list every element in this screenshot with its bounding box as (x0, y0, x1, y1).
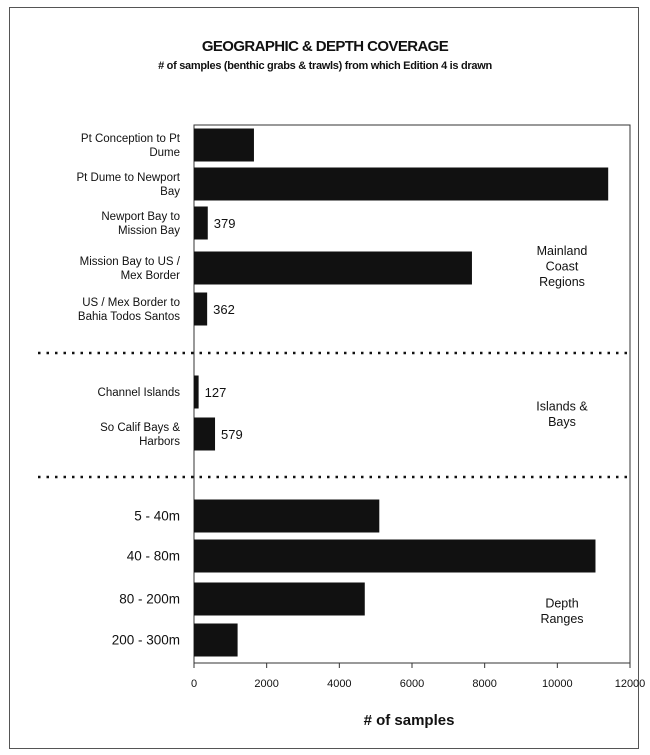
bar (194, 623, 238, 657)
category-label: Newport Bay to Mission Bay (101, 211, 180, 237)
category-label: US / Mex Border to Bahia Todos Santos (78, 297, 180, 323)
group-label: Mainland Coast Regions (537, 244, 588, 289)
chart-frame (9, 7, 639, 749)
category-label: So Calif Bays & Harbors (100, 422, 180, 448)
bar (194, 292, 208, 326)
data-label: 127 (205, 385, 227, 400)
chart-title: GEOGRAPHIC & DEPTH COVERAGE (201, 38, 449, 55)
bar (194, 251, 472, 285)
plot-area (193, 124, 631, 664)
group-label: Depth Ranges (540, 597, 583, 627)
bar (194, 206, 208, 240)
bar (194, 128, 254, 162)
group-label: Islands & Bays (536, 400, 588, 430)
x-tick-label: 6000 (400, 678, 424, 690)
bar (194, 167, 609, 201)
bar (194, 582, 365, 616)
category-label: Mission Bay to US / Mex Border (80, 256, 181, 282)
x-tick-label: 2000 (254, 678, 278, 690)
data-label: 379 (214, 216, 236, 231)
data-label: 362 (213, 302, 235, 317)
x-axis-title: # of samples (364, 712, 455, 729)
bar (194, 417, 216, 451)
category-label: Channel Islands (98, 387, 181, 399)
category-label: 200 - 300m (112, 633, 180, 648)
category-label: Pt Dume to Newport Bay (76, 172, 180, 198)
category-label: 5 - 40m (134, 509, 180, 524)
x-tick-label: 4000 (327, 678, 351, 690)
bar (194, 375, 199, 409)
category-label: Pt Conception to Pt Dume (81, 133, 181, 159)
category-label: 80 - 200m (119, 592, 180, 607)
chart-subtitle: # of samples (benthic grabs & trawls) fr… (158, 60, 492, 72)
x-tick-label: 0 (191, 678, 197, 690)
x-tick-label: 8000 (472, 678, 496, 690)
category-label: 40 - 80m (127, 549, 180, 564)
x-tick-label: 12000 (615, 678, 646, 690)
bar (194, 499, 380, 533)
data-label: 579 (221, 427, 243, 442)
x-tick-label: 10000 (542, 678, 573, 690)
bar (194, 539, 596, 573)
